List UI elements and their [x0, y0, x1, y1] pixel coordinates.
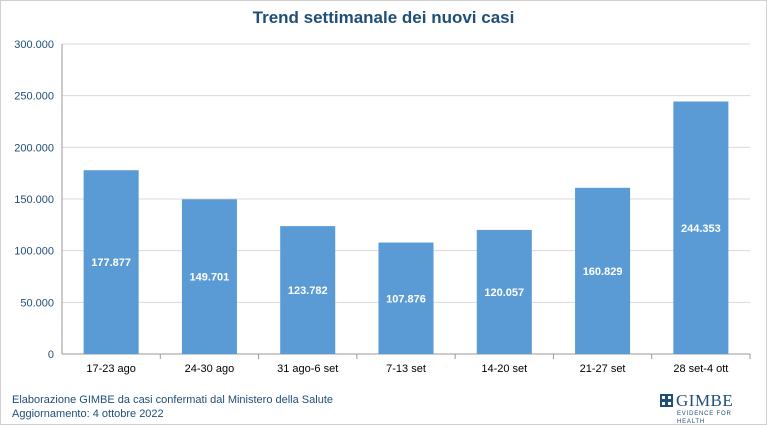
x-axis-ticks: 17-23 ago 24-30 ago 31 ago-6 set 7-13 set 14…	[86, 354, 751, 375]
gimbe-logo: GIMBE EVIDENCE FOR HEALTH	[660, 392, 760, 426]
gimbe-logo-icon	[660, 394, 673, 407]
x-tick-label: 28 set-4 ott	[673, 363, 728, 375]
data-label: 244.353	[681, 223, 721, 235]
bar	[83, 170, 139, 354]
y-tick-label: 250.000	[14, 91, 54, 103]
bar	[575, 187, 631, 354]
y-tick-label: 200.000	[14, 142, 54, 154]
x-tick-label: 21-27 set	[580, 363, 626, 375]
bar	[181, 199, 237, 354]
x-tick-label: 17-23 ago	[86, 363, 136, 375]
y-tick-label: 0	[48, 349, 54, 361]
data-label: 107.876	[386, 293, 426, 305]
footer-source: Elaborazione GIMBE da casi confermati da…	[12, 394, 333, 406]
bar	[673, 101, 729, 355]
y-tick-label: 300.000	[14, 39, 54, 51]
data-label: 177.877	[91, 257, 131, 269]
x-tick-label: 14-20 set	[481, 363, 527, 375]
y-tick-label: 50.000	[20, 297, 54, 309]
data-label: 149.701	[190, 272, 230, 284]
chart-title: Trend settimanale dei nuovi casi	[252, 8, 515, 27]
bar	[378, 242, 434, 354]
data-label: 160.829	[583, 266, 623, 278]
bars	[83, 101, 729, 355]
footer-updated: Aggiornamento: 4 ottobre 2022	[12, 408, 164, 420]
x-tick-label: 7-13 set	[386, 363, 426, 375]
footer: Elaborazione GIMBE da casi confermati da…	[12, 393, 333, 421]
data-labels: 177.877 149.701 123.782 107.876 120.057 160.8…	[91, 223, 720, 306]
bar	[476, 229, 532, 354]
logo-tagline: EVIDENCE FOR HEALTH	[677, 411, 732, 425]
y-tick-label: 100.000	[14, 246, 54, 258]
data-label: 123.782	[288, 285, 328, 297]
logo-name: GIMBE	[676, 391, 734, 410]
bar	[280, 226, 336, 354]
x-tick-label: 31 ago-6 set	[277, 363, 338, 375]
y-tick-label: 150.000	[14, 194, 54, 206]
x-tick-label: 24-30 ago	[185, 363, 235, 375]
data-label: 120.057	[484, 287, 524, 299]
y-axis-ticks: 0 50.000 100.000 150.000 200.000 250.000 300.0…	[14, 39, 54, 361]
